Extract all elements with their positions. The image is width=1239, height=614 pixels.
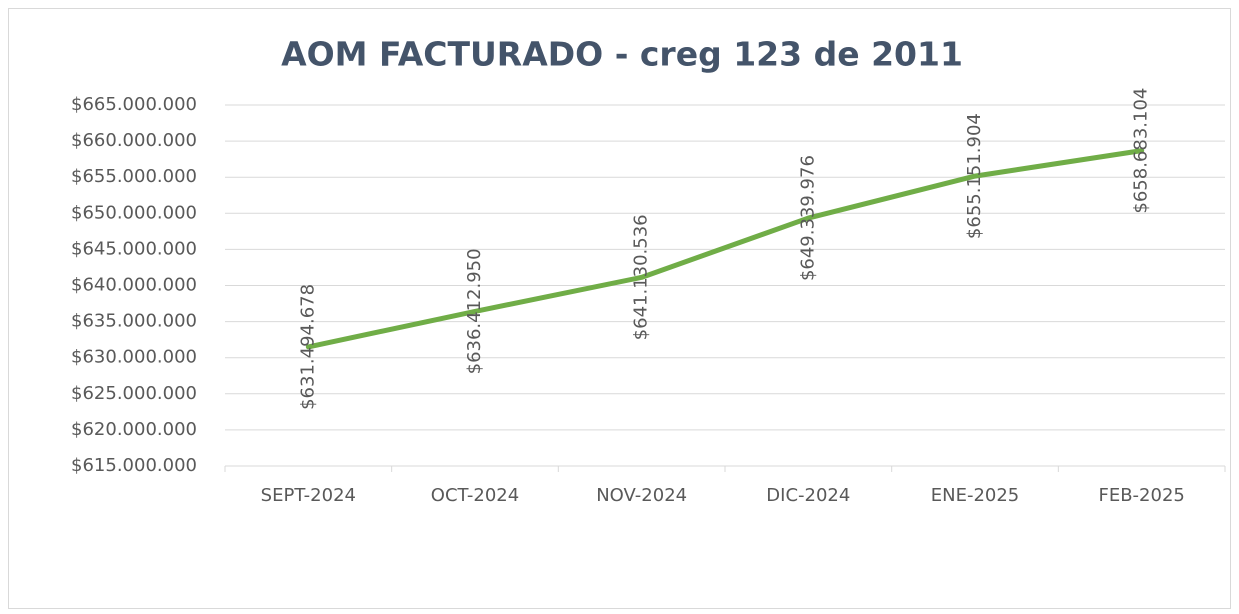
chart-border	[8, 8, 1231, 609]
y-tick-label: $655.000.000	[71, 166, 197, 187]
x-tick-label: ENE-2025	[931, 485, 1020, 506]
y-tick-label: $640.000.000	[71, 275, 197, 296]
data-label: $631.494.678	[297, 284, 318, 410]
x-tick-label: DIC-2024	[766, 485, 850, 506]
y-tick-label: $615.000.000	[71, 455, 197, 476]
x-tick-label: FEB-2025	[1098, 485, 1184, 506]
y-tick-label: $650.000.000	[71, 202, 197, 223]
data-label: $649.339.976	[797, 155, 818, 281]
y-tick-label: $635.000.000	[71, 311, 197, 332]
data-label: $658.683.104	[1131, 88, 1152, 214]
y-tick-label: $660.000.000	[71, 130, 197, 151]
line	[305, 148, 1145, 350]
y-tick-label: $645.000.000	[71, 238, 197, 259]
y-tick-label: $630.000.000	[71, 347, 197, 368]
x-tick-label: SEPT-2024	[261, 485, 356, 506]
y-tick-label: $665.000.000	[71, 94, 197, 115]
data-label: $636.412.950	[464, 248, 485, 374]
x-tick-label: NOV-2024	[596, 485, 687, 506]
data-label: $641.130.536	[631, 214, 652, 340]
x-tick-label: OCT-2024	[431, 485, 519, 506]
y-tick-label: $625.000.000	[71, 383, 197, 404]
y-tick-label: $620.000.000	[71, 419, 197, 440]
chart-title: AOM FACTURADO - creg 123 de 2011	[281, 35, 963, 74]
data-label: $655.151.904	[964, 113, 985, 239]
